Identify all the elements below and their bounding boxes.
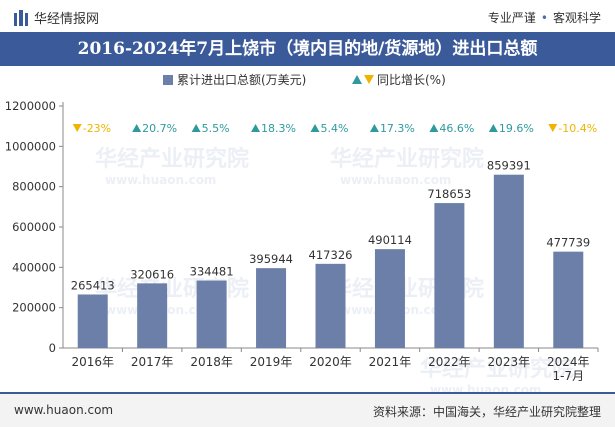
growth-label: 46.6% bbox=[439, 122, 474, 135]
growth-label: 17.3% bbox=[380, 122, 415, 135]
x-tick-label: 2020年 bbox=[309, 355, 352, 369]
y-tick-label: 0 bbox=[49, 341, 56, 355]
legend-down-triangle-icon bbox=[364, 75, 374, 84]
growth-label: 18.3% bbox=[261, 122, 296, 135]
bar-value-label: 417326 bbox=[309, 248, 353, 262]
brand: 华经情报网 bbox=[14, 8, 99, 27]
growth-up-triangle-icon bbox=[429, 124, 439, 132]
growth-up-triangle-icon bbox=[251, 124, 261, 132]
watermark-text: 华经产业研究院 bbox=[420, 356, 574, 382]
bar-value-label: 859391 bbox=[487, 159, 531, 173]
legend-up-triangle-icon bbox=[352, 75, 362, 84]
growth-down-triangle-icon bbox=[72, 124, 82, 132]
watermark-text: 华经产业研究院 bbox=[330, 146, 484, 172]
bar-value-label: 334481 bbox=[190, 265, 234, 279]
watermark-url: www.huaon.com bbox=[430, 383, 541, 392]
tagline: 专业严谨 • 客观科学 bbox=[488, 9, 601, 26]
growth-label: 5.5% bbox=[202, 122, 230, 135]
bar bbox=[434, 203, 465, 348]
bar bbox=[553, 251, 584, 348]
growth-label: 5.4% bbox=[321, 122, 349, 135]
growth-up-triangle-icon bbox=[132, 124, 142, 132]
bar bbox=[315, 263, 346, 348]
bar bbox=[196, 280, 227, 348]
footer: www.huaon.com 资料来源：中国海关，华经产业研究院整理 bbox=[0, 394, 615, 427]
x-tick-label: 2017年 bbox=[131, 355, 174, 369]
x-tick-label: 2022年 bbox=[428, 355, 471, 369]
growth-label: -10.4% bbox=[558, 122, 597, 135]
x-tick-label: 2023年 bbox=[488, 355, 531, 369]
tagline-left: 专业严谨 bbox=[487, 11, 536, 25]
y-tick-label: 1000000 bbox=[5, 139, 56, 153]
y-tick-label: 800000 bbox=[12, 180, 56, 194]
legend-bar-swatch bbox=[163, 75, 173, 85]
bar bbox=[493, 174, 524, 348]
y-tick-label: 200000 bbox=[12, 301, 56, 315]
footer-website[interactable]: www.huaon.com bbox=[14, 403, 114, 417]
bar-value-label: 718653 bbox=[427, 187, 471, 201]
footer-source: 资料来源：中国海关，华经产业研究院整理 bbox=[372, 405, 601, 419]
x-tick-label: 2016年 bbox=[71, 355, 114, 369]
bar bbox=[256, 268, 287, 348]
x-tick-label: 2018年 bbox=[190, 355, 233, 369]
footer-divider bbox=[0, 392, 615, 394]
bar bbox=[374, 249, 405, 348]
bar-value-label: 490114 bbox=[368, 233, 412, 247]
watermark-url: www.huaon.com bbox=[105, 173, 216, 187]
brand-name: 华经情报网 bbox=[34, 12, 100, 27]
watermark-text: 华经产业研究院 bbox=[95, 146, 249, 172]
growth-up-triangle-icon bbox=[310, 124, 320, 132]
y-tick-label: 400000 bbox=[12, 260, 56, 274]
bar-value-label: 477739 bbox=[546, 236, 590, 250]
x-tick-label: 1-7月 bbox=[552, 369, 584, 383]
bar bbox=[137, 283, 168, 348]
x-tick-label: 2024年 bbox=[547, 355, 590, 369]
x-tick-label: 2021年 bbox=[369, 355, 412, 369]
top-bar: 华经情报网 专业严谨 • 客观科学 bbox=[0, 0, 615, 32]
growth-up-triangle-icon bbox=[191, 124, 201, 132]
growth-up-triangle-icon bbox=[488, 124, 498, 132]
chart: 华经产业研究院www.huaon.com华经产业研究院www.huaon.com… bbox=[5, 73, 599, 392]
bar-value-label: 395944 bbox=[249, 252, 293, 266]
legend-line-label: 同比增长(%) bbox=[377, 73, 446, 87]
tagline-separator: • bbox=[540, 11, 548, 25]
growth-down-triangle-icon bbox=[548, 124, 558, 132]
bar-value-label: 320616 bbox=[130, 267, 174, 281]
bar-value-label: 265413 bbox=[71, 278, 115, 292]
y-tick-label: 1200000 bbox=[5, 99, 56, 113]
x-tick-label: 2019年 bbox=[250, 355, 293, 369]
legend-bar-label: 累计进出口总额(万美元) bbox=[177, 73, 306, 87]
bar bbox=[77, 294, 108, 348]
growth-label: -23% bbox=[83, 122, 111, 135]
watermark-url: www.huaon.com bbox=[340, 173, 451, 187]
growth-label: 20.7% bbox=[142, 122, 177, 135]
chart-title: 2016-2024年7月上饶市（境内目的地/货源地）进出口总额 bbox=[0, 32, 615, 66]
huajing-logo-icon bbox=[14, 9, 28, 26]
y-tick-label: 600000 bbox=[12, 220, 56, 234]
growth-up-triangle-icon bbox=[369, 124, 379, 132]
growth-label: 19.6% bbox=[499, 122, 534, 135]
tagline-right: 客观科学 bbox=[552, 11, 601, 25]
